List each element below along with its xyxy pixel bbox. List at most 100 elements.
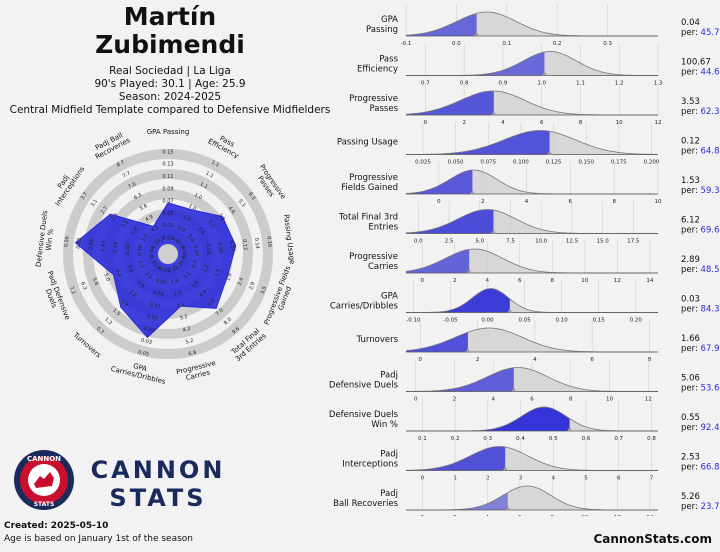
metric-player-fill — [406, 249, 470, 273]
metric-player-fill — [406, 288, 510, 313]
metric-tick-label: 2 — [453, 397, 457, 403]
radar-tick-label: 6.3 — [133, 192, 143, 201]
metric-value-marker — [505, 506, 511, 510]
radar-chart: 0.01 0.03 0.05 0.07 0.09 0.11 0.13 0.15 GPA Pass… — [35, 128, 297, 386]
radar-ring — [83, 169, 253, 339]
metric-tick-label: 0.05 — [518, 318, 531, 324]
metric-percentile: per: 23.7 — [681, 502, 719, 512]
metric-percentile-prefix: per: — [681, 463, 701, 473]
metric-density-area — [406, 486, 658, 510]
metric-percentile: per: 84.3 — [681, 305, 719, 315]
metric-value-marker — [491, 229, 497, 234]
metric-density-area — [406, 328, 658, 352]
metric-tick-label: 0.2 — [553, 41, 562, 47]
metric-tick-label: 8 — [648, 357, 652, 363]
radar-tick-label: 0.47 — [100, 240, 107, 252]
metric-tick-label: -0.1 — [401, 41, 412, 47]
metric-tick-label: 17.5 — [627, 239, 640, 245]
metric-percentile-value: 44.6 — [701, 68, 720, 78]
radar-tick-label: 2.6 — [136, 280, 146, 290]
metric-label-line: Pass — [379, 55, 398, 65]
metric-player-fill — [406, 13, 477, 36]
metric-label: Padj Defensive Duels — [329, 371, 399, 391]
metric-tick-label: 4 — [552, 476, 556, 482]
created-date: Created: 2025-05-10 — [4, 521, 109, 531]
metric-percentile: per: 92.4 — [681, 423, 719, 433]
metric-label-line: Progressive — [349, 94, 398, 104]
metric-label: Progressive Carries — [349, 252, 398, 272]
metric-tick-label: 2.5 — [445, 239, 454, 245]
radar-tick-label: 6.3 — [247, 191, 256, 201]
metric-tick-label: 0.175 — [611, 160, 627, 166]
metric-row: -0.10 -0.05 0.00 0.05 0.10 0.15 0.20 GPA Carries… — [330, 280, 719, 324]
metric-percentile-value: 59.3 — [701, 186, 720, 196]
metric-player-fill — [406, 331, 468, 352]
metric-percentile: per: 64.8 — [681, 147, 719, 157]
radar-tick-label: 5.2 — [185, 338, 194, 346]
metric-percentile-prefix: per: — [681, 226, 701, 236]
metric-tick-label: 6 — [540, 120, 544, 126]
radar-tick-label: 0.07 — [162, 199, 173, 205]
radar-tick-label: 0.03 — [140, 337, 152, 345]
metric-tick-label: 0 — [424, 120, 428, 126]
radar-axis-label: GPACarries/Dribbles — [110, 357, 169, 386]
metric-tick-label: 0.200 — [644, 160, 660, 166]
metric-label-line: Fields Gained — [341, 183, 398, 193]
radar-tick-label: 0.01 — [162, 236, 173, 242]
metric-percentile-value: 53.6 — [701, 384, 720, 394]
radar-tick-label: 1.2 — [202, 264, 210, 274]
metric-tick-label: 0.025 — [415, 160, 431, 166]
radar-tick-label: 3.3 — [156, 236, 166, 245]
radar-tick-label: 0.02 — [143, 325, 155, 333]
radar-tick-label: 0.05 — [180, 246, 187, 258]
metric-value-marker — [491, 111, 497, 115]
metric-tick-label: 6 — [530, 397, 534, 403]
radar-tick-label: 1.6 — [170, 278, 179, 286]
metric-tick-label: 0 — [421, 515, 425, 516]
radar-tick-label: 0.6 — [179, 255, 187, 265]
metric-value: 1.66 — [681, 334, 700, 344]
radar-tick-label: 3.1 — [144, 271, 154, 281]
metric-tick-label: 3 — [519, 476, 523, 482]
radar-tick-label: 3.7 — [80, 191, 89, 201]
metric-tick-label: 2 — [486, 476, 490, 482]
site-url[interactable]: CannonStats.com — [593, 532, 712, 546]
logo-ring-top: CANNON — [27, 455, 61, 463]
metric-tick-label: 7 — [650, 476, 654, 482]
metric-tick-label: 8 — [612, 199, 616, 205]
radar-tick-label: 2.9 — [248, 281, 256, 291]
metric-value-marker — [541, 71, 547, 76]
radar-tick-label: 0.00 — [152, 290, 164, 298]
metric-tick-label: 8 — [569, 397, 573, 403]
radar-tick-label: 0.05 — [137, 349, 149, 357]
metric-value: 5.06 — [681, 374, 700, 384]
metric-label-line: Progressive — [349, 173, 398, 183]
metric-tick-label: 0.150 — [578, 160, 594, 166]
metric-tick-label: 4 — [525, 199, 529, 205]
radar-tick-label: 2.7 — [100, 205, 109, 215]
radar-tick-label: 0.10 — [229, 240, 236, 252]
metric-label: Passing Usage — [337, 138, 398, 148]
radar-tick-label: 2.3 — [110, 212, 119, 222]
radar-tick-label: 0.13 — [162, 162, 173, 168]
radar-tick-label: 0.9 — [191, 259, 199, 269]
metric-value-marker — [502, 466, 508, 471]
radar-tick-label: 3.8 — [152, 261, 162, 271]
radar-tick-label: 4.4 — [114, 268, 122, 278]
metric-label: Progressive Fields Gained — [341, 173, 398, 193]
header: Martín Zubimendi Real Sociedad | La Liga… — [0, 0, 340, 117]
metric-percentile-prefix: per: — [681, 305, 701, 315]
metric-label: Padj Ball Recoveries — [333, 489, 398, 509]
radar-ring — [63, 149, 273, 359]
radar-tick-label: 1.5 — [140, 233, 149, 243]
radar-tick-label: 0.44 — [112, 242, 119, 254]
metric-tick-label: 10 — [606, 397, 613, 403]
radar-tick-label: 1.0 — [187, 203, 197, 212]
metric-value-marker — [547, 150, 553, 155]
metric-tick-label: 0.075 — [480, 160, 496, 166]
metric-tick-label: 8 — [551, 278, 555, 284]
metric-value-marker — [507, 308, 513, 313]
radar-tick-label: 0.03 — [162, 223, 173, 229]
metric-tick-label: 6 — [518, 278, 522, 284]
